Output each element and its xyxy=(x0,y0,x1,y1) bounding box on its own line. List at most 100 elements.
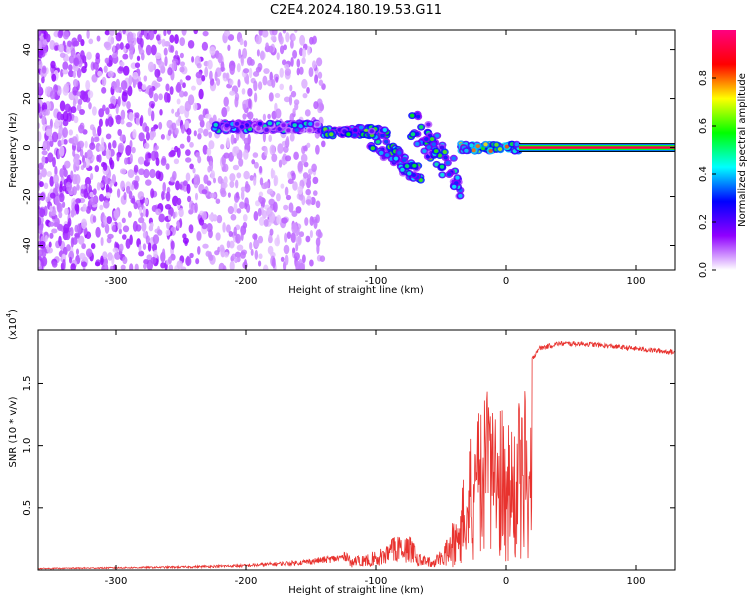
spectrogram-cell xyxy=(228,231,234,237)
spectrogram-cell xyxy=(78,235,85,245)
spectrogram-cell xyxy=(176,98,181,105)
spectrogram-cell xyxy=(186,183,191,194)
spectrogram-cell xyxy=(151,243,158,252)
spectrogram-cell xyxy=(62,201,66,208)
spectrogram-cell xyxy=(296,67,300,76)
spectrogram-cell xyxy=(216,78,221,86)
spectrogram-cell xyxy=(315,122,320,127)
spectrogram-cell xyxy=(284,68,292,76)
spectrogram-cell xyxy=(58,43,65,53)
spectrogram-cell xyxy=(230,213,237,221)
spectrogram-cell xyxy=(281,123,286,128)
spectrogram-cell xyxy=(171,122,177,131)
spectrogram-cell xyxy=(276,52,280,61)
spectrogram-cell xyxy=(193,177,199,189)
spectrogram-cell xyxy=(315,200,321,209)
spectrogram-cell xyxy=(189,163,194,170)
spectrogram-cell xyxy=(208,254,214,261)
spectrogram-cell xyxy=(222,163,229,173)
spectrogram-cell xyxy=(252,233,258,240)
spectrogram-cell xyxy=(180,124,185,134)
spectrogram-cell xyxy=(58,30,64,37)
spectrogram-cell xyxy=(184,100,192,112)
spectrogram-cell xyxy=(104,30,110,36)
spectrogram-cell xyxy=(176,221,181,229)
spectrogram-cell xyxy=(117,142,125,153)
spectrogram-cell xyxy=(243,137,249,145)
spectrogram-cell xyxy=(289,39,294,49)
spectrogram-cell xyxy=(170,45,175,53)
spectrogram-cell xyxy=(39,207,44,218)
spectrogram-cell xyxy=(352,133,357,138)
spectrogram-cell xyxy=(65,181,72,192)
spectrogram-cell xyxy=(281,59,287,66)
spectrogram-x-label: Height of straight line (km) xyxy=(288,285,424,296)
spectrogram-cell xyxy=(41,65,47,74)
spectrogram-cell xyxy=(73,57,80,67)
spectrogram-cell xyxy=(145,131,150,141)
spectrogram-cell xyxy=(295,206,302,214)
spectrogram-cell xyxy=(433,149,439,154)
spectrogram-cell xyxy=(300,153,308,163)
spectrogram-cell xyxy=(105,133,112,140)
spectrogram-cell xyxy=(222,72,227,79)
spectrogram-cell xyxy=(119,61,125,67)
spectrogram-cell xyxy=(88,102,92,110)
spectrogram-cell xyxy=(73,156,79,165)
spectrogram-cell xyxy=(53,84,58,94)
spectrogram-cell xyxy=(284,254,289,266)
spectrogram-cell xyxy=(175,180,180,191)
spectrogram-cell xyxy=(127,210,132,218)
spectrogram-cell xyxy=(188,224,194,234)
spectrogram-cell xyxy=(62,258,66,270)
spectrogram-cell xyxy=(171,108,175,114)
spectrogram-cell xyxy=(64,160,71,169)
spectrogram-cell xyxy=(176,81,182,92)
spectrogram-cell xyxy=(410,113,415,118)
spectrogram-cell xyxy=(140,114,144,125)
spectrogram-cell xyxy=(321,140,326,148)
spectrogram-cell xyxy=(93,136,100,143)
spectrogram-cell xyxy=(178,115,182,123)
spectrogram-cell xyxy=(49,175,55,187)
spectrogram-cell xyxy=(165,83,170,92)
spectrogram-cell xyxy=(440,172,445,177)
spectrogram-cell xyxy=(304,217,309,226)
spectrogram-cell xyxy=(299,34,306,46)
spectrogram-cell xyxy=(191,85,196,91)
spectrogram-cell xyxy=(255,66,262,73)
spectrogram-cell xyxy=(216,214,223,224)
spectrogram-cell xyxy=(47,152,54,163)
spectrogram-cell xyxy=(89,191,94,198)
y-tick-label: -40 xyxy=(22,237,33,253)
snr-scale-exponent: 4 xyxy=(5,312,13,317)
spectrogram-cell xyxy=(425,154,430,159)
spectrogram-cell xyxy=(375,139,381,144)
spectrogram-cell xyxy=(312,190,318,196)
spectrogram-cell xyxy=(149,168,156,179)
spectrogram-cell xyxy=(238,48,242,59)
spectrogram-cell xyxy=(170,240,175,250)
spectrogram-cell xyxy=(164,203,172,210)
spectrogram-cell xyxy=(197,246,201,255)
spectrogram-cell xyxy=(198,88,204,100)
snr-scale-prefix: (x10 xyxy=(8,317,19,340)
spectrogram-cell xyxy=(306,87,310,94)
spectrogram-cell xyxy=(266,207,273,218)
spectrogram-cell xyxy=(290,232,296,243)
spectrogram-cell xyxy=(298,192,304,201)
spectrogram-cell xyxy=(41,76,45,84)
spectrogram-cell xyxy=(72,70,77,79)
spectrogram-cell xyxy=(121,91,128,103)
spectrogram-cell xyxy=(155,157,160,167)
spectrogram-cell xyxy=(82,161,87,168)
spectrogram-cell xyxy=(497,147,503,152)
spectrogram-cell xyxy=(291,172,296,181)
spectrogram-cell xyxy=(293,252,300,261)
spectrogram-cell xyxy=(209,160,214,172)
spectrogram-cell xyxy=(229,180,235,188)
spectrogram-cell xyxy=(120,80,128,91)
spectrogram-cell xyxy=(75,198,82,204)
spectrogram-cell xyxy=(195,258,200,265)
carrier-band-core xyxy=(519,146,675,149)
